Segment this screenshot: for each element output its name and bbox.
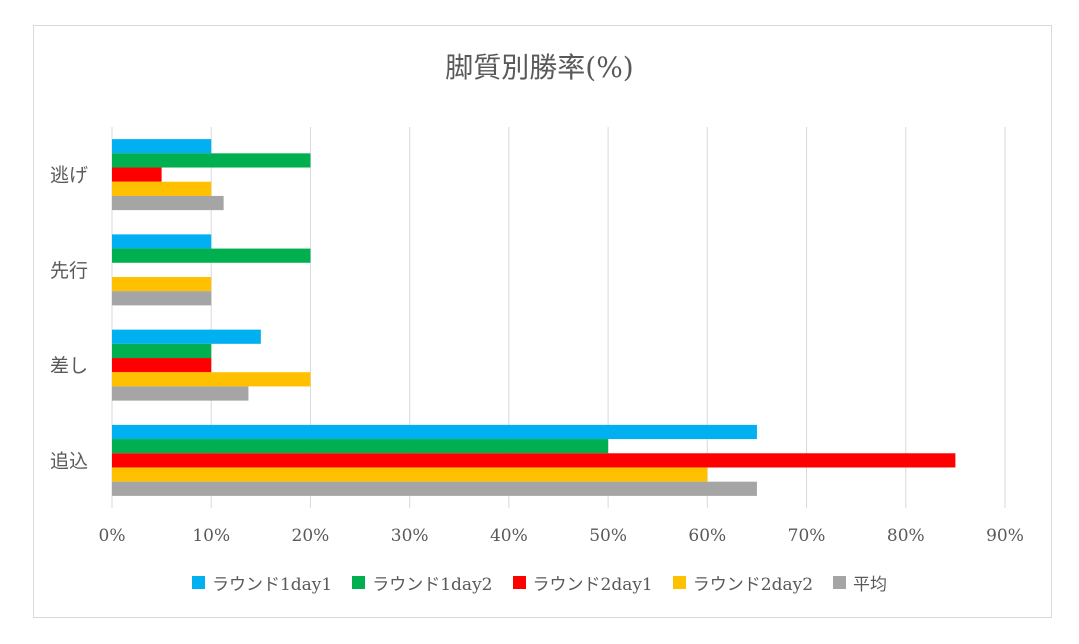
x-tick-label: 60% (688, 526, 726, 546)
bar (112, 291, 212, 306)
x-tick-label: 70% (788, 526, 826, 546)
legend-item: ラウンド1day1 (191, 570, 333, 595)
legend-label: ラウンド1day2 (372, 575, 493, 595)
y-category-label: 逃げ (50, 165, 88, 187)
x-tick-label: 80% (887, 526, 925, 546)
bar (112, 195, 224, 211)
bar (112, 453, 956, 468)
legend-swatch (191, 576, 205, 589)
x-tick-label: 10% (192, 526, 230, 546)
x-tick-label: 40% (490, 526, 528, 546)
x-tick-label: 90% (986, 526, 1024, 546)
bar (112, 481, 757, 496)
legend-label: 平均 (853, 575, 888, 595)
x-tick-label: 0% (99, 526, 126, 546)
chart-frame (33, 25, 1052, 618)
legend-label: ラウンド2day1 (532, 575, 653, 595)
legend-swatch (352, 576, 366, 589)
legend-swatch (833, 576, 847, 589)
y-category-label: 追込 (50, 450, 88, 472)
bar (112, 139, 212, 154)
legend-item: ラウンド1day2 (352, 570, 493, 595)
bar (112, 248, 311, 263)
y-category-label: 先行 (50, 260, 88, 282)
bar (112, 234, 212, 249)
bar (112, 153, 311, 168)
y-category-label: 差し (50, 355, 88, 377)
bar (112, 358, 212, 373)
bar (112, 276, 212, 292)
bar (112, 424, 757, 440)
bar (112, 181, 212, 196)
legend-item: 平均 (833, 570, 887, 595)
legend-swatch (512, 576, 526, 589)
bar (112, 386, 249, 401)
bar (112, 167, 162, 182)
bar (112, 343, 212, 359)
x-tick-label: 50% (589, 526, 627, 546)
x-tick-label: 30% (391, 526, 429, 546)
x-tick-label: 20% (292, 526, 330, 546)
chart-legend: ラウンド1day1 ラウンド1day2 ラウンド2day1 ラウンド2day2 平均 (0, 570, 1079, 595)
bar (112, 467, 708, 482)
legend-label: ラウンド1day1 (211, 575, 333, 595)
bar (112, 372, 311, 387)
legend-label: ラウンド2day2 (692, 575, 814, 595)
bar (112, 439, 609, 454)
chart-title: 脚質別勝率(%) (445, 51, 634, 84)
legend-item: ラウンド2day1 (512, 570, 653, 595)
legend-item: ラウンド2day2 (672, 570, 814, 595)
legend-swatch (672, 576, 686, 589)
bar (112, 329, 261, 344)
